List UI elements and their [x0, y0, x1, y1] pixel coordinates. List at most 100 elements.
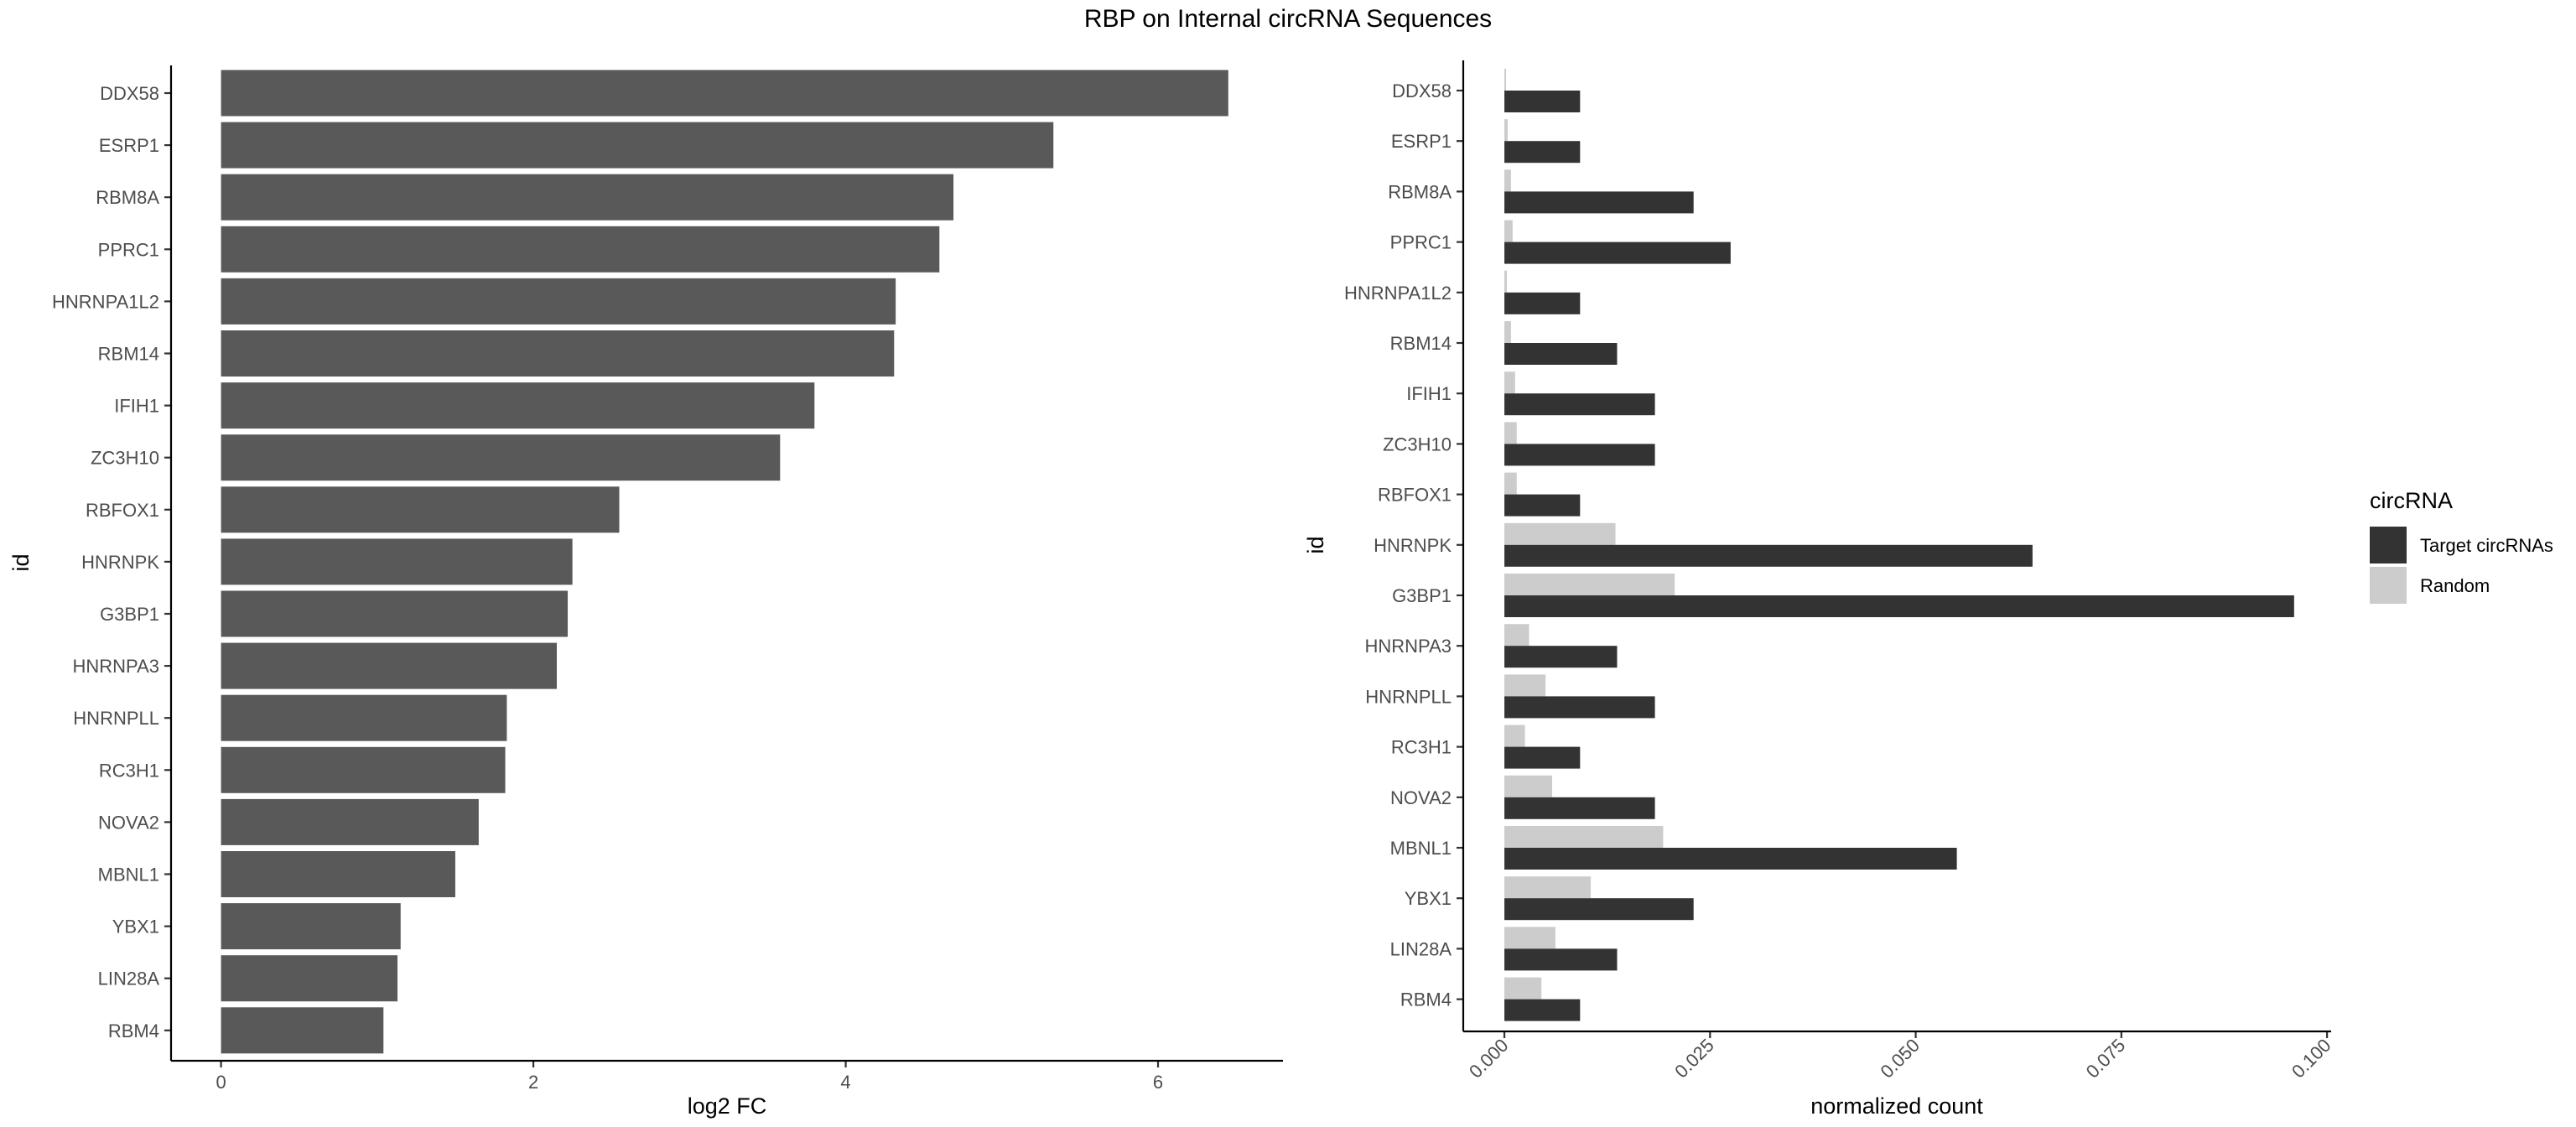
y-tick-label-pprc1: PPRC1 [98, 239, 159, 260]
right-y-axis-title: id [1303, 536, 1328, 553]
y-tick-label-g3bp1: G3BP1 [100, 604, 159, 625]
bar-target-pprc1 [1504, 242, 1731, 264]
bar-log2fc-rbm8a [221, 174, 954, 221]
bar-log2fc-esrp1 [221, 122, 1054, 169]
legend: circRNA Target circRNAs Random [2370, 488, 2553, 604]
y-tick-label-pprc1: PPRC1 [1390, 232, 1452, 253]
x-tick-label-0-025: 0.025 [1670, 1035, 1718, 1083]
bar-random-pprc1 [1504, 220, 1513, 242]
y-tick-label-hnrnpll: HNRNPLL [73, 708, 159, 729]
bar-random-lin28a [1504, 927, 1555, 949]
bar-log2fc-ifih1 [221, 382, 815, 429]
bar-log2fc-rbm14 [221, 330, 895, 377]
bar-target-hnrnpa3 [1504, 646, 1618, 668]
bar-target-nova2 [1504, 797, 1655, 819]
y-tick-label-rbfox1: RBFOX1 [1378, 485, 1452, 506]
y-tick-label-mbnl1: MBNL1 [1390, 838, 1452, 859]
bar-target-rbfox1 [1504, 494, 1581, 517]
y-tick-label-rbm8a: RBM8A [1388, 181, 1452, 202]
bar-target-hnrnpa1l2 [1504, 292, 1581, 314]
bar-target-rc3h1 [1504, 746, 1581, 769]
y-tick-label-lin28a: LIN28A [98, 969, 160, 989]
y-tick-label-rc3h1: RC3H1 [99, 760, 159, 781]
left-y-tick-labels: DDX58 ESRP1 RBM8A PPRC1 HNRNPA1L2 RBM14 IFIH1 Z… [52, 83, 171, 1041]
bar-target-g3bp1 [1504, 595, 2294, 617]
y-tick-label-nova2: NOVA2 [1390, 787, 1452, 808]
bar-target-esrp1 [1504, 141, 1581, 164]
y-tick-label-rbm14: RBM14 [1390, 333, 1452, 354]
bar-random-ifih1 [1504, 371, 1515, 394]
x-tick-label-0-000: 0.000 [1465, 1035, 1513, 1083]
y-tick-label-esrp1: ESRP1 [1391, 131, 1452, 152]
left-bars [221, 70, 1228, 1054]
right-x-axis-title: normalized count [1810, 1093, 1983, 1119]
bar-log2fc-hnrnpk [221, 538, 573, 585]
x-tick-label-0-050: 0.050 [1876, 1035, 1924, 1083]
bar-target-zc3h10 [1504, 444, 1655, 466]
y-tick-label-hnrnpa1l2: HNRNPA1L2 [1344, 283, 1452, 304]
bar-random-nova2 [1504, 775, 1552, 797]
y-tick-label-ifih1: IFIH1 [1406, 383, 1452, 404]
bar-target-rbm14 [1504, 343, 1618, 365]
y-tick-label-zc3h10: ZC3H10 [91, 448, 159, 469]
bar-random-hnrnpll [1504, 674, 1546, 697]
bar-random-rbm14 [1504, 321, 1511, 343]
bar-random-rbm8a [1504, 169, 1511, 192]
bar-random-ybx1 [1504, 876, 1592, 899]
bar-target-rbm4 [1504, 999, 1581, 1021]
bar-log2fc-rbfox1 [221, 486, 620, 533]
chart-title: RBP on Internal circRNA Sequences [1084, 5, 1492, 33]
bar-log2fc-pprc1 [221, 226, 940, 273]
bar-log2fc-rbm4 [221, 1007, 384, 1054]
x-tick-label-0-100: 0.100 [2288, 1035, 2335, 1083]
bar-log2fc-mbnl1 [221, 851, 455, 897]
bar-random-hnrnpa3 [1504, 624, 1530, 647]
y-tick-label-rbm8a: RBM8A [96, 187, 159, 208]
y-tick-label-hnrnpa3: HNRNPA3 [1364, 636, 1452, 657]
bar-log2fc-ybx1 [221, 903, 401, 950]
bar-log2fc-g3bp1 [221, 590, 569, 637]
bar-target-ifih1 [1504, 393, 1655, 416]
bar-target-ybx1 [1504, 898, 1694, 921]
right-panel-normalized-count: DDX58 ESRP1 RBM8A PPRC1 HNRNPA1L2 RBM14 IFIH1 Z… [1303, 60, 2335, 1119]
left-panel-log2fc: DDX58 ESRP1 RBM8A PPRC1 HNRNPA1L2 RBM14 IFIH1 Z… [8, 65, 1283, 1119]
bar-random-zc3h10 [1504, 422, 1517, 444]
y-tick-label-esrp1: ESRP1 [99, 135, 159, 156]
y-tick-label-ybx1: YBX1 [112, 917, 159, 937]
bar-target-mbnl1 [1504, 848, 1957, 870]
bar-random-mbnl1 [1504, 826, 1664, 848]
x-tick-label-0: 0 [216, 1072, 226, 1093]
left-x-axis-title: log2 FC [688, 1093, 767, 1119]
y-tick-label-ddx58: DDX58 [100, 83, 159, 104]
right-y-tick-labels: DDX58 ESRP1 RBM8A PPRC1 HNRNPA1L2 RBM14 IFIH1 Z… [1344, 80, 1463, 1010]
bar-log2fc-hnrnpa1l2 [221, 278, 896, 325]
x-tick-label-0-075: 0.075 [2082, 1035, 2130, 1083]
bar-target-rbm8a [1504, 191, 1694, 214]
legend-swatch-random [2370, 567, 2407, 604]
bar-random-rbfox1 [1504, 472, 1517, 495]
left-x-ticks: 0 2 4 6 [216, 1061, 1163, 1093]
bar-random-ddx58 [1504, 69, 1507, 91]
legend-swatch-target-circrnas [2370, 527, 2407, 564]
bar-random-hnrnpk [1504, 522, 1616, 545]
y-tick-label-rbm4: RBM4 [1400, 989, 1452, 1010]
y-tick-label-nova2: NOVA2 [98, 812, 159, 833]
left-y-axis-title: id [8, 553, 34, 571]
y-tick-label-rbm14: RBM14 [98, 344, 159, 365]
x-tick-label-2: 2 [528, 1072, 538, 1093]
y-tick-label-ddx58: DDX58 [1392, 80, 1452, 101]
bar-random-hnrnpa1l2 [1504, 270, 1507, 293]
bar-target-hnrnpll [1504, 696, 1655, 719]
y-tick-label-rbm4: RBM4 [108, 1021, 159, 1041]
bar-random-rbm4 [1504, 977, 1542, 1000]
y-tick-label-rbfox1: RBFOX1 [86, 500, 159, 521]
bar-random-rc3h1 [1504, 724, 1525, 747]
bar-log2fc-hnrnpa3 [221, 642, 558, 689]
bar-random-g3bp1 [1504, 574, 1675, 595]
right-x-ticks: 0.000 0.025 0.050 0.075 0.100 [1465, 1031, 2335, 1082]
legend-label-target-circrnas: Target circRNAs [2420, 535, 2553, 556]
bar-log2fc-nova2 [221, 798, 479, 845]
y-tick-label-hnrnpll: HNRNPLL [1365, 686, 1452, 707]
bar-random-esrp1 [1504, 119, 1508, 142]
